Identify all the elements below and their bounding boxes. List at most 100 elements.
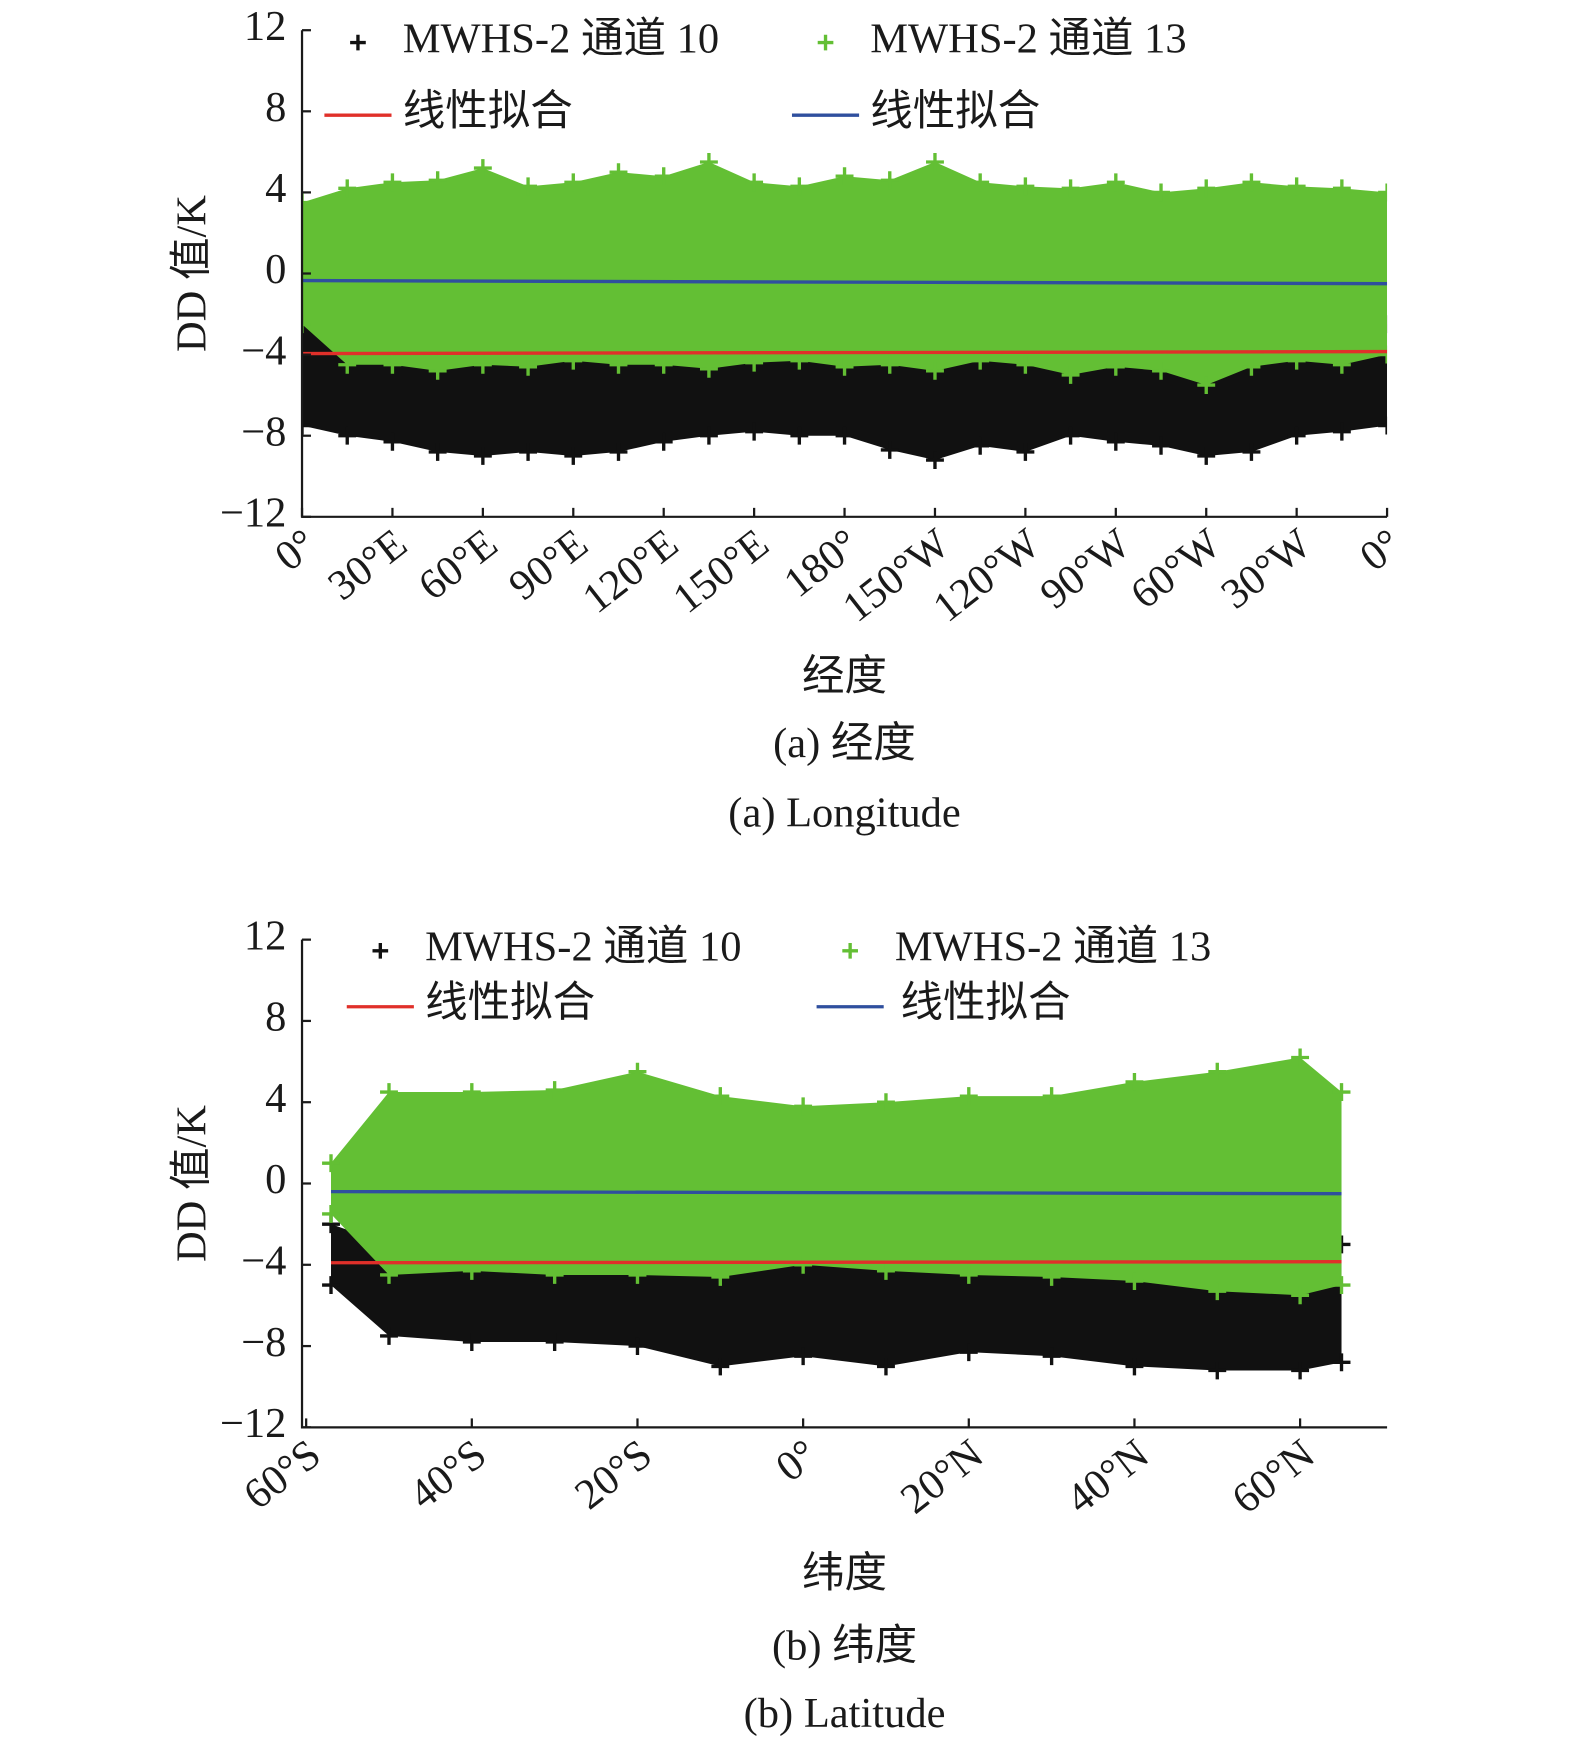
- x-tick-label: 40°N: [1058, 1430, 1158, 1523]
- point: [1152, 361, 1170, 380]
- point: [711, 1087, 730, 1106]
- point: [545, 1333, 564, 1351]
- point: [1332, 422, 1351, 441]
- point: [1106, 432, 1125, 451]
- point: [1378, 183, 1388, 202]
- point: [877, 1093, 895, 1112]
- x-tick-label: 20°S: [566, 1430, 660, 1518]
- legend-label: 线性拟合: [870, 88, 1040, 135]
- point: [338, 179, 357, 198]
- point: [1016, 177, 1035, 196]
- point: [877, 1357, 895, 1376]
- y-tick-label: −8: [241, 408, 286, 455]
- y-tick-label: −4: [241, 1238, 286, 1285]
- point: [302, 416, 311, 435]
- point: [1208, 1062, 1227, 1081]
- x-tick-label: 20°N: [892, 1430, 992, 1523]
- legend-marker: [817, 34, 834, 51]
- point: [880, 355, 899, 374]
- point: [1042, 1087, 1061, 1106]
- point: [1208, 1282, 1227, 1301]
- point: [880, 440, 899, 459]
- point: [699, 426, 718, 445]
- caption-en: (b) Latitude: [744, 1690, 946, 1737]
- x-tick-label: 90°W: [1032, 519, 1140, 618]
- point: [745, 353, 764, 372]
- point: [322, 1154, 340, 1173]
- point: [835, 167, 854, 186]
- point: [699, 153, 718, 171]
- point: [971, 436, 990, 455]
- point: [835, 357, 854, 376]
- point: [428, 361, 447, 380]
- y-axis-label: DD 值/K: [169, 1105, 216, 1262]
- point: [1332, 1353, 1351, 1372]
- point: [473, 447, 492, 465]
- point: [473, 159, 492, 178]
- y-tick-label: −12: [220, 490, 286, 537]
- point: [1242, 173, 1261, 192]
- caption: (b) 纬度: [772, 1623, 917, 1670]
- y-tick-label: 8: [265, 84, 286, 131]
- point: [790, 177, 809, 196]
- y-tick-label: 0: [265, 1156, 286, 1203]
- legend-label: 线性拟合: [403, 88, 573, 135]
- point: [790, 351, 809, 370]
- point: [322, 1276, 340, 1295]
- point: [628, 1265, 647, 1284]
- point: [302, 193, 311, 212]
- point: [545, 1265, 564, 1284]
- point: [1332, 179, 1351, 198]
- plot-area: [322, 1048, 1351, 1380]
- point: [1291, 1048, 1310, 1067]
- y-tick-label: 8: [265, 994, 286, 1041]
- point: [1208, 1361, 1227, 1380]
- point: [383, 355, 402, 374]
- legend-label: 线性拟合: [900, 980, 1070, 1027]
- point: [926, 361, 944, 380]
- y-tick-label: 4: [265, 165, 286, 212]
- point: [794, 1347, 813, 1366]
- point: [519, 442, 538, 461]
- point: [699, 359, 718, 378]
- point: [1242, 357, 1261, 376]
- point: [835, 426, 854, 445]
- fit-line: [302, 278, 1388, 286]
- legend-label: MWHS-2 通道 10: [425, 924, 741, 971]
- point: [383, 432, 402, 451]
- point: [628, 1062, 647, 1081]
- point: [711, 1357, 730, 1376]
- y-tick-label: 12: [244, 912, 287, 959]
- legend-label: MWHS-2 通道 10: [403, 15, 719, 62]
- point: [380, 1326, 398, 1345]
- point: [1242, 442, 1261, 461]
- point: [1152, 183, 1170, 202]
- y-tick-label: 0: [265, 246, 286, 293]
- point: [519, 177, 538, 196]
- point: [462, 1333, 481, 1351]
- point: [959, 1343, 978, 1362]
- point: [338, 355, 357, 374]
- point: [745, 422, 764, 441]
- point: [380, 1265, 398, 1284]
- point: [1378, 416, 1388, 435]
- y-axis-label: DD 值/K: [169, 195, 216, 352]
- point: [1042, 1268, 1061, 1286]
- x-tick-label: 150°E: [664, 520, 777, 623]
- caption: (a) 经度: [773, 720, 916, 767]
- point: [628, 1337, 647, 1356]
- point: [794, 1255, 813, 1274]
- x-tick-label: 60°N: [1223, 1430, 1323, 1523]
- legend-label: MWHS-2 通道 13: [870, 15, 1186, 62]
- point: [654, 355, 673, 374]
- point: [1291, 1361, 1310, 1380]
- point: [1197, 447, 1216, 465]
- point: [1016, 355, 1035, 374]
- legend-label: 线性拟合: [425, 980, 595, 1027]
- point: [1332, 1276, 1351, 1295]
- point: [1378, 345, 1388, 364]
- caption-en: (a) Longitude: [728, 789, 960, 836]
- point: [790, 426, 809, 445]
